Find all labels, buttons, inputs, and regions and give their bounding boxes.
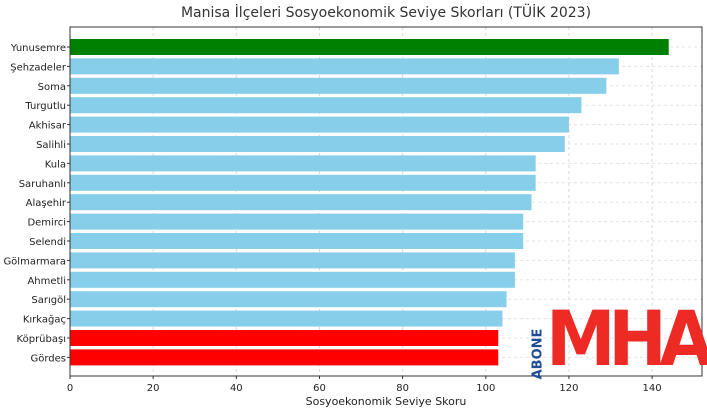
- y-tick-label: Salihli: [36, 140, 66, 151]
- x-tick-label: 20: [147, 383, 160, 394]
- y-tick-label: Kula: [45, 159, 66, 170]
- y-tick-label: Selendi: [29, 237, 66, 248]
- y-tick-label: Soma: [38, 82, 66, 93]
- bar-3: [70, 77, 607, 94]
- chart-title: Manisa İlçeleri Sosyoekonomik Seviye Sko…: [180, 5, 592, 21]
- bar-8: [70, 174, 536, 191]
- bar-6: [70, 136, 565, 152]
- x-tick-label: 60: [313, 383, 326, 394]
- bar-1: [70, 39, 669, 55]
- y-tick-label: Akhisar: [29, 121, 67, 132]
- logo-main-text: MHA: [546, 294, 707, 383]
- bar-12: [70, 252, 515, 269]
- bar-9: [70, 194, 532, 211]
- x-tick-label: 140: [643, 383, 662, 394]
- bar-2: [70, 58, 619, 75]
- y-tick-label: Saruhanlı: [19, 179, 66, 190]
- y-tick-label: Yunusemre: [10, 43, 66, 54]
- x-tick-label: 0: [67, 383, 73, 394]
- x-tick-label: 80: [396, 383, 409, 394]
- bar-7: [70, 155, 536, 172]
- x-tick-label: 100: [476, 383, 495, 394]
- y-tick-label: Ahmetli: [27, 276, 66, 287]
- logo-side-band: ABONE: [530, 315, 546, 380]
- x-tick-label: 40: [230, 383, 243, 394]
- bar-4: [70, 97, 582, 114]
- y-tick-label: Gölmarmara: [3, 256, 66, 267]
- y-tick-label: Gördes: [30, 353, 66, 364]
- bar-15: [70, 310, 503, 327]
- bar-17: [70, 349, 499, 366]
- x-axis-title: Sosyoekonomik Seviye Skoru: [305, 395, 467, 408]
- y-tick-label: Şehzadeler: [10, 62, 67, 73]
- bar-16: [70, 330, 499, 346]
- bar-11: [70, 233, 524, 249]
- y-tick-label: Alaşehir: [26, 198, 67, 209]
- y-tick-label: Sarıgöl: [31, 295, 66, 306]
- x-tick-label: 120: [559, 383, 578, 394]
- logo-side-text: ABONE: [530, 328, 546, 380]
- bar-10: [70, 213, 524, 230]
- plot-frame: [69, 26, 703, 377]
- y-tick-label: Kırkağaç: [23, 314, 66, 326]
- y-tick-label: Köprübaşı: [17, 334, 66, 345]
- y-tick-label: Demirci: [27, 218, 66, 229]
- bar-14: [70, 291, 507, 308]
- bar-5: [70, 116, 569, 133]
- y-tick-label: Turgutlu: [24, 101, 66, 112]
- bar-13: [70, 271, 515, 288]
- mha-logo: ABONE MHA: [530, 301, 707, 380]
